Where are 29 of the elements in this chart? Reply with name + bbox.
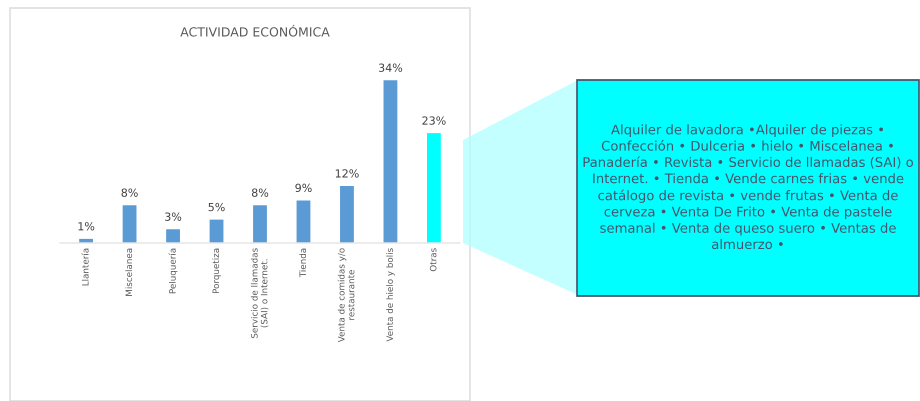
data-label: 8% xyxy=(252,188,268,197)
x-tick-label: Tienda xyxy=(299,248,306,278)
data-label: 3% xyxy=(165,212,182,221)
x-tick-label: Miscelanea xyxy=(125,248,132,296)
data-label: 23% xyxy=(422,116,446,125)
bar xyxy=(338,184,356,243)
bar xyxy=(295,199,312,243)
data-label: 34% xyxy=(378,63,402,72)
bar xyxy=(252,204,268,243)
bar xyxy=(121,204,138,243)
bar xyxy=(78,238,94,243)
data-label: 1% xyxy=(78,222,94,230)
bar xyxy=(382,78,399,243)
bar xyxy=(208,218,225,243)
bar xyxy=(426,132,442,243)
data-label: 8% xyxy=(122,188,138,197)
data-label: 12% xyxy=(336,169,359,178)
data-label: 5% xyxy=(208,202,225,212)
x-tick-label: Venta de hielo y bolis xyxy=(386,248,395,342)
bar xyxy=(164,228,182,243)
x-tick-label: Peluquería xyxy=(168,248,178,294)
x-tick-label: Llantería xyxy=(82,248,89,286)
data-label: 9% xyxy=(295,184,312,192)
x-tick-label: Servicio de llamadas (SAI) o Internet. xyxy=(250,248,268,338)
x-tick-label: Porquetiza xyxy=(212,248,221,294)
x-tick-label: Venta de comidas y/o restaurante xyxy=(338,248,354,342)
text: Alquiler de lavadora •Alquiler de piezas • Confección • Dulceria • hielo • Miscelanea • Panadería • Revista • Servicio de llamadas (SAI) o Internet. • Tienda • Vende carnes frias • vende catálogo de revista • vende frutas • Venta de cerveza • Venta De Frito • Venta de pastele semanal • Venta de queso suero • Ventas de almuerzo • xyxy=(584,124,914,250)
x-tick-label: Otras xyxy=(430,248,436,272)
chart-title: ACTIVIDAD ECONÓMICA xyxy=(180,24,330,37)
